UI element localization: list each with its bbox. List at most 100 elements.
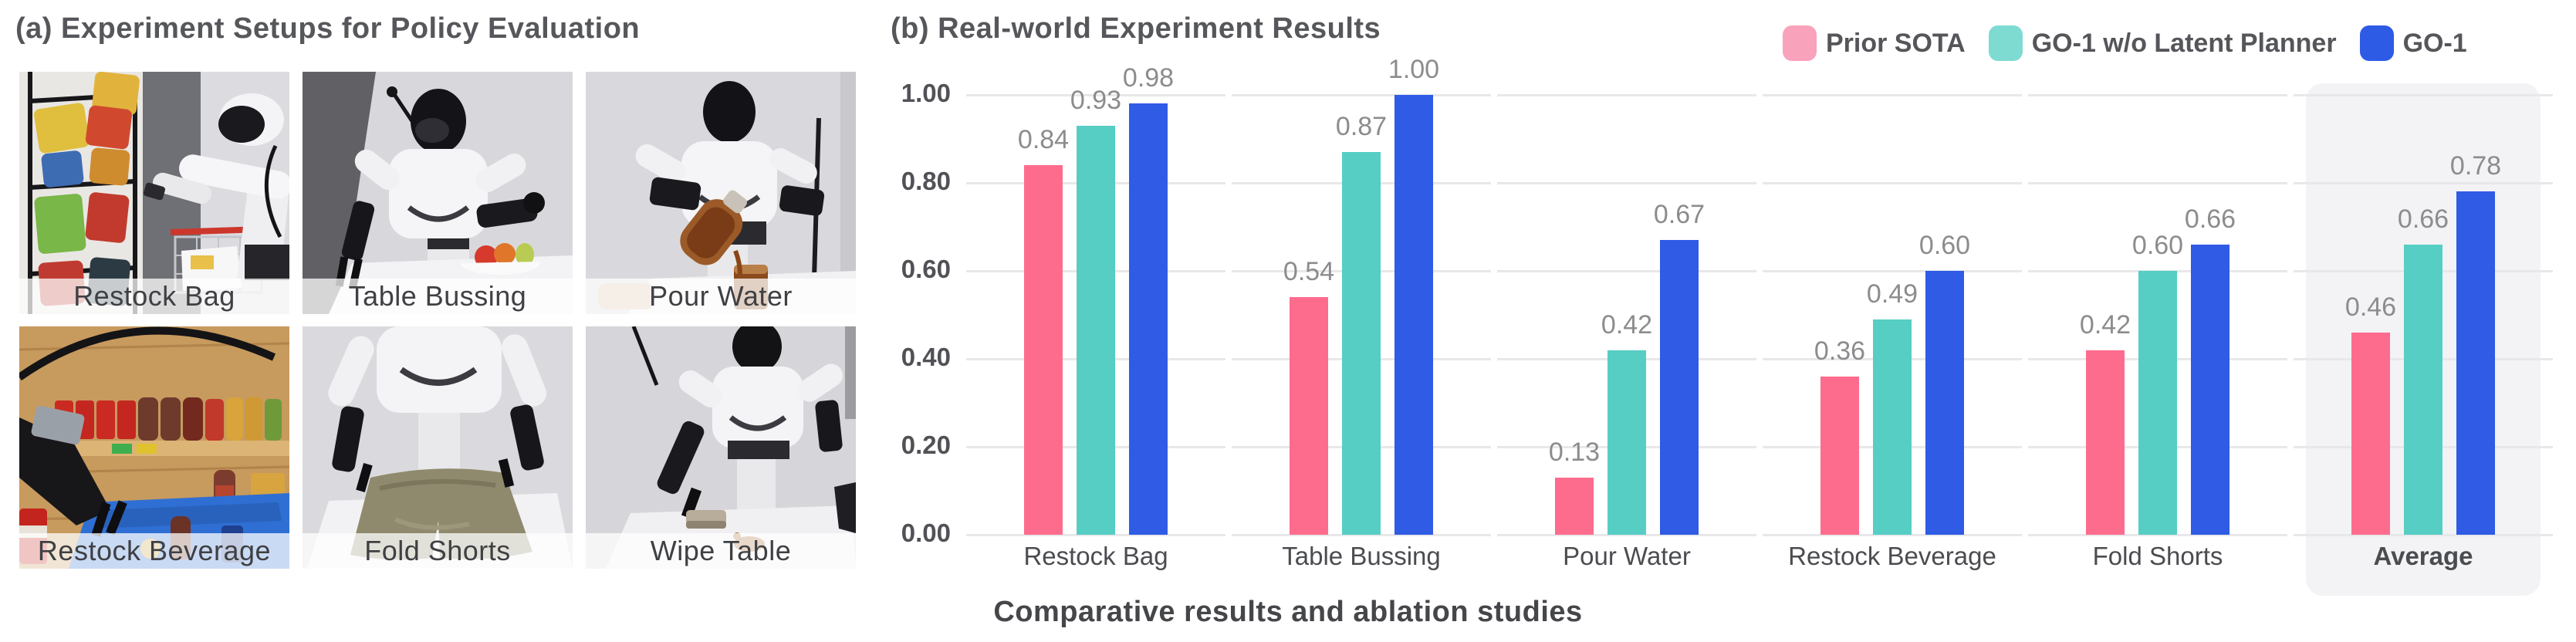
gridline [1763,182,2022,184]
bar-go-1-w-o-latent-planner-3 [1873,319,1912,535]
x-category-label: Restock Beverage [1788,542,1996,570]
gridline [1232,446,1491,448]
average-highlight [2306,83,2541,596]
gridline [2294,94,2553,96]
photo-label-wipe-table: Wipe Table [586,533,856,569]
bar-go-1-1 [1394,95,1433,535]
gridline [1763,270,2022,272]
legend-label-go1-wo-latent-planner: GO-1 w/o Latent Planner [2031,28,2337,58]
photo-wipe-table: Wipe Table [586,326,856,569]
gridline [2294,270,2553,272]
legend-swatch-prior-sota-icon [1783,25,1817,61]
bar-value-label: 0.66 [2397,204,2449,234]
legend-item-go1: GO-1 [2359,25,2467,61]
gridline [2028,446,2287,448]
restock-bag-photo-illustration [19,72,289,314]
bar-value-label: 0.36 [1814,336,1866,366]
legend-item-prior-sota: Prior SOTA [1783,25,1966,61]
bar-go-1-2 [1660,240,1699,535]
x-category-label: Average [2373,542,2473,570]
bar-value-label: 0.42 [1601,309,1653,340]
legend-swatch-go1-wo-latent-planner-icon [1988,25,2023,61]
photo-label-fold-shorts: Fold Shorts [303,533,573,569]
bar-go-1-w-o-latent-planner-0 [1077,125,1115,535]
gridline [1763,446,2022,448]
x-category-label: Table Bussing [1282,542,1441,570]
gridline [2028,94,2287,96]
bar-value-label: 0.84 [1017,125,1070,155]
figure-caption: Comparative results and ablation studies [993,596,1583,628]
gridline [1497,446,1756,448]
photo-label-restock-bag: Restock Bag [19,279,289,314]
bar-go-1-w-o-latent-planner-5 [2404,244,2442,535]
bar-prior-sota-4 [2086,350,2125,535]
gridline [1763,94,2022,96]
gridline [1232,94,1491,96]
gridline [2028,534,2287,536]
gridline [2028,182,2287,184]
gridline [966,358,1225,360]
photo-label-table-bussing: Table Bussing [303,279,573,314]
gridline [2294,534,2553,536]
bar-go-1-w-o-latent-planner-2 [1607,350,1646,535]
photo-fold-shorts: Fold Shorts [303,326,573,569]
bar-value-label: 0.42 [2079,309,2131,340]
gridline [966,534,1225,536]
gridline [2028,358,2287,360]
gridline [2028,270,2287,272]
restock-beverage-photo-illustration [19,326,289,569]
bar-go-1-w-o-latent-planner-4 [2138,271,2177,535]
gridline [966,270,1225,272]
gridline [1497,358,1756,360]
wipe-table-photo-illustration [586,326,856,569]
gridline [1497,182,1756,184]
gridline [1232,182,1491,184]
gridline [2294,446,2553,448]
bar-value-label: 0.54 [1283,257,1335,287]
bar-go-1-w-o-latent-planner-1 [1342,152,1381,535]
gridline [1497,534,1756,536]
bar-value-label: 0.46 [2344,292,2397,322]
x-category-label: Pour Water [1563,542,1691,570]
legend-swatch-go1-icon [2359,25,2394,61]
gridline [966,94,1225,96]
gridline [2294,182,2553,184]
bar-prior-sota-0 [1024,165,1063,535]
gridline [966,182,1225,184]
photo-table-bussing: Table Bussing [303,72,573,314]
photo-pour-water: Pour Water [586,72,856,314]
x-category-label: Restock Bag [1023,542,1168,570]
bar-value-label: 0.78 [2449,151,2502,181]
photo-label-restock-beverage: Restock Beverage [19,533,289,569]
fold-shorts-photo-illustration [303,326,573,569]
panel-a-title: (a) Experiment Setups for Policy Evaluat… [15,12,641,45]
photo-grid: Restock Bag [19,72,856,569]
gridline [2294,358,2553,360]
bar-go-1-5 [2456,191,2495,535]
gridline [1763,534,2022,536]
pour-water-photo-illustration [586,72,856,314]
bar-value-label: 0.60 [2131,231,2184,260]
gridline [1497,94,1756,96]
legend-item-go1-wo-latent-planner: GO-1 w/o Latent Planner [1988,25,2337,61]
gridline [1232,270,1491,272]
photo-label-pour-water: Pour Water [586,279,856,314]
gridline [1232,534,1491,536]
bar-value-label: 1.00 [1388,55,1440,84]
legend-label-prior-sota: Prior SOTA [1826,28,1966,58]
bar-prior-sota-1 [1290,297,1328,535]
bar-go-1-3 [1925,271,1964,535]
gridline [1763,358,2022,360]
gridline [966,446,1225,448]
photo-restock-bag: Restock Bag [19,72,289,314]
gridline [1232,358,1491,360]
bar-value-label: 0.67 [1653,200,1706,230]
bar-value-label: 0.98 [1122,63,1175,93]
x-category-label: Fold Shorts [2092,542,2223,570]
bar-value-label: 0.66 [2184,204,2236,234]
bar-value-label: 0.93 [1070,85,1122,115]
bar-value-label: 0.13 [1548,437,1601,467]
panel-b-title: (b) Real-world Experiment Results [891,12,1381,45]
bar-value-label: 0.60 [1918,231,1971,260]
